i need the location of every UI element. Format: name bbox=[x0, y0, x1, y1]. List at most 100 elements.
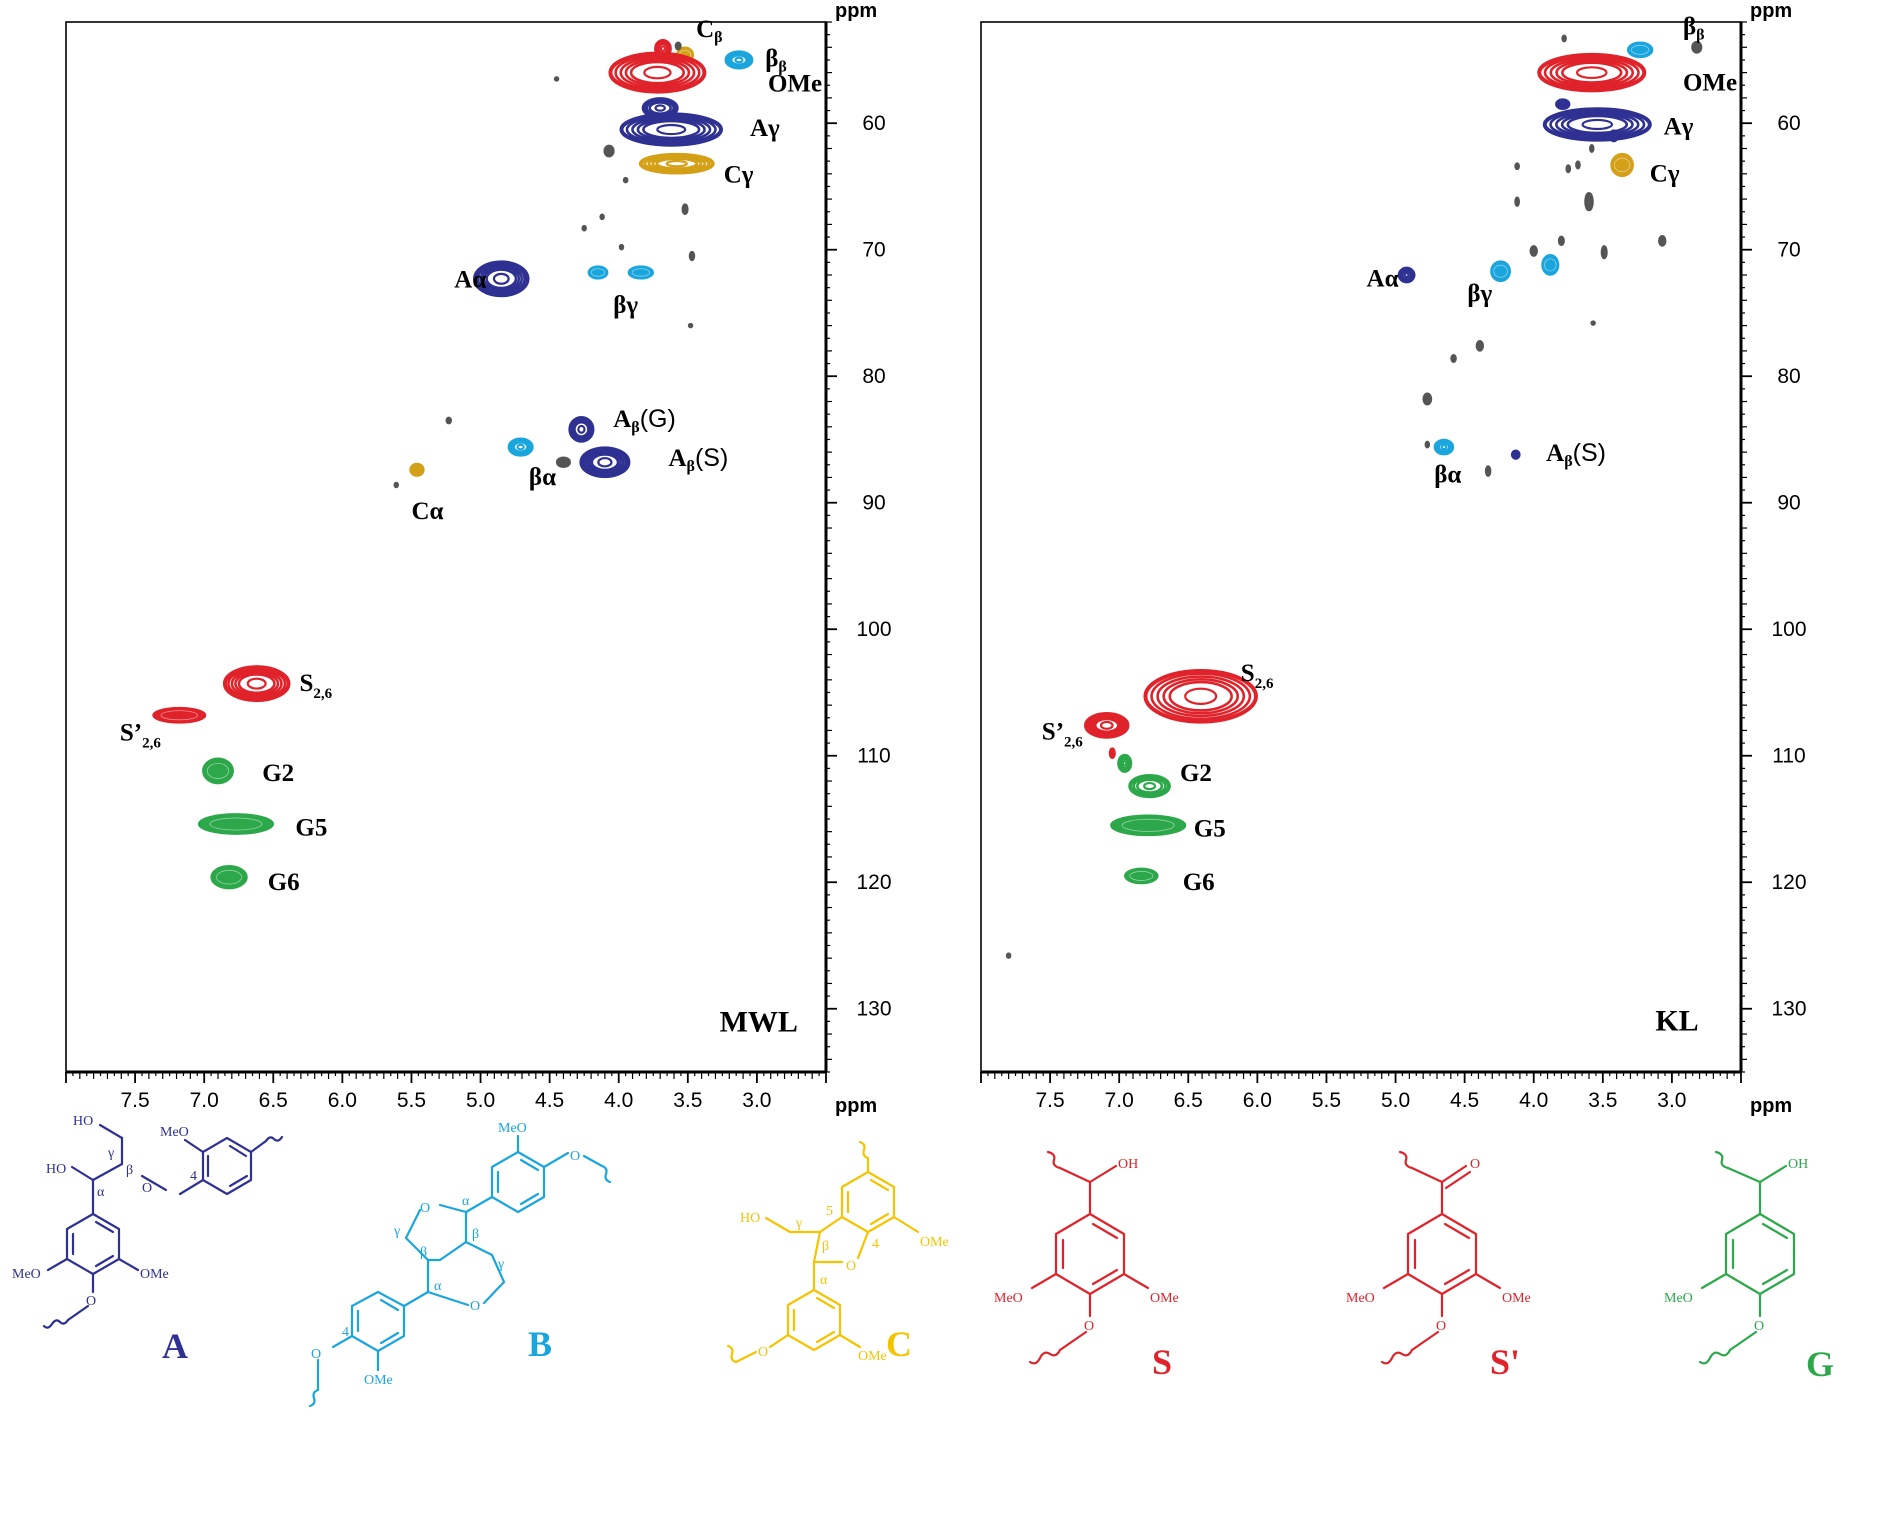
kl-peak-g bbox=[1117, 753, 1133, 773]
structure-a-lower-ring bbox=[65, 1212, 121, 1276]
structure-b-label: α bbox=[434, 1279, 442, 1294]
structure-g-bond bbox=[1728, 1330, 1758, 1352]
structure-c-bond bbox=[768, 1333, 790, 1349]
mwl-y-tick-label: 110 bbox=[857, 745, 890, 768]
structure-c-bond bbox=[812, 1230, 822, 1264]
mwl-peak-label: βγ bbox=[613, 292, 638, 319]
structure-b-label: 4 bbox=[342, 1325, 349, 1340]
structure-s-prime-bond bbox=[1443, 1222, 1471, 1240]
mwl-peak-label: G6 bbox=[268, 869, 300, 896]
structure-c-bond bbox=[838, 1333, 862, 1349]
structure-b-label: MeO bbox=[498, 1121, 527, 1136]
kl-x-tick-label: 4.0 bbox=[1519, 1089, 1548, 1112]
mwl-peak-other bbox=[555, 456, 571, 469]
structure-c-upper-ring bbox=[840, 1170, 896, 1234]
structure-b-label: β bbox=[420, 1245, 427, 1260]
kl-x-tick-label: 6.5 bbox=[1174, 1089, 1203, 1112]
structure-g-label: OH bbox=[1788, 1157, 1808, 1172]
structure-a: HO MeO γ β HO α O 4 MeO OMe O A bbox=[12, 1114, 284, 1366]
structure-s: OH MeO OMe O S bbox=[994, 1150, 1179, 1382]
mwl-peak-s bbox=[152, 706, 207, 724]
structure-c-label: OMe bbox=[858, 1349, 887, 1364]
mwl-peak-c bbox=[409, 462, 425, 477]
structure-c-bond bbox=[764, 1216, 792, 1234]
mwl-x-tick-label: 6.0 bbox=[328, 1089, 357, 1112]
kl-peak-c bbox=[1610, 152, 1634, 178]
structure-a-wavy-bond bbox=[42, 1318, 70, 1329]
structure-b-bond bbox=[542, 1151, 570, 1169]
structure-c-bond bbox=[856, 1230, 870, 1260]
structure-a-bond bbox=[117, 1257, 140, 1272]
mwl-peak-other bbox=[553, 76, 560, 82]
structure-s-prime-label: OMe bbox=[1502, 1291, 1531, 1306]
kl-peak-a bbox=[1510, 449, 1521, 460]
structure-s-bond bbox=[1091, 1222, 1119, 1240]
structure-b-bond bbox=[464, 1195, 494, 1214]
structure-c-label: 5 bbox=[826, 1204, 833, 1219]
structure-a-bond bbox=[98, 1123, 124, 1140]
kl-tick-labels: 7.5 7.0 6.5 6.0 5.5 5.0 4.5 4.0 3.5 3.0 60 70 80 90 10… bbox=[1035, 112, 1806, 1112]
mwl-peak-label: Aβ(S) bbox=[668, 444, 728, 475]
structure-s-bond bbox=[1091, 1268, 1119, 1286]
mwl-x-tick-label: 4.0 bbox=[604, 1089, 633, 1112]
structure-b-wavy-bond bbox=[308, 1388, 320, 1408]
structure-s-prime-bond bbox=[1410, 1330, 1440, 1352]
kl-peak-label: ββ bbox=[1683, 14, 1705, 44]
kl-peak-other bbox=[1658, 235, 1667, 247]
structure-a-label: HO bbox=[46, 1162, 66, 1177]
structure-b-label: γ bbox=[393, 1224, 400, 1239]
kl-peak-b bbox=[1626, 41, 1654, 59]
mwl-peak-label: βα bbox=[529, 464, 556, 491]
mwl-x-tick-label: 5.5 bbox=[397, 1089, 426, 1112]
kl-peak-other bbox=[1565, 164, 1572, 174]
structure-c-bond bbox=[815, 1296, 836, 1310]
structure-g-bond bbox=[1726, 1166, 1762, 1184]
structure-s-prime-wavy-bond bbox=[1380, 1348, 1414, 1365]
mwl-x-unit-label: ppm bbox=[835, 1095, 877, 1117]
structure-b-bond bbox=[379, 1298, 400, 1312]
structure-b-bond bbox=[482, 1280, 506, 1305]
kl-peak-other bbox=[1590, 320, 1596, 326]
kl-peak-other bbox=[1514, 162, 1520, 171]
structure-c-bond bbox=[892, 1215, 920, 1234]
kl-x-tick-label: 3.0 bbox=[1657, 1089, 1686, 1112]
kl-peak-label: βα bbox=[1434, 461, 1461, 488]
kl-peak-other bbox=[1005, 952, 1012, 959]
kl-peak-other bbox=[1575, 160, 1581, 170]
kl-peak-other bbox=[1424, 440, 1431, 449]
kl-y-tick-label: 90 bbox=[1777, 492, 1800, 515]
structure-s-prime-ring bbox=[1406, 1212, 1478, 1296]
structure-s-name: S bbox=[1152, 1342, 1172, 1382]
structure-s-label: MeO bbox=[994, 1291, 1023, 1306]
structure-b-bond bbox=[464, 1240, 494, 1257]
mwl-peak-label: OMe bbox=[768, 71, 822, 98]
structure-c-bond bbox=[734, 1350, 758, 1364]
structure-b-bond bbox=[379, 1331, 400, 1345]
kl-plot-frame bbox=[980, 21, 1742, 1073]
structure-b-wavy-bond bbox=[600, 1164, 612, 1184]
kl-x-tick-label: 6.0 bbox=[1243, 1089, 1272, 1112]
kl-y-unit-label: ppm bbox=[1750, 0, 1792, 22]
structure-b-bond bbox=[490, 1253, 506, 1284]
kl-peak-other bbox=[1514, 196, 1520, 207]
kl-y-tick-label: 70 bbox=[1777, 239, 1800, 262]
mwl-peak-g bbox=[202, 757, 234, 785]
mwl-peak-ome bbox=[608, 51, 707, 94]
kl-peak-other bbox=[1475, 340, 1485, 352]
structure-a-label: α bbox=[97, 1185, 105, 1200]
kl-x-tick-label: 5.0 bbox=[1381, 1089, 1410, 1112]
kl-peak-a bbox=[1397, 266, 1416, 284]
mwl-peak-label: Aα bbox=[454, 267, 486, 294]
kl-peak-other bbox=[1561, 34, 1567, 43]
structure-a-bond bbox=[91, 1162, 124, 1182]
kl-y-tick-label: 100 bbox=[1771, 618, 1806, 641]
structure-b-upper-ring bbox=[490, 1150, 546, 1214]
kl-peak-label: S’2,6 bbox=[1042, 718, 1083, 750]
mwl-peak-other bbox=[687, 322, 694, 329]
kl-panel-title: KL bbox=[1655, 1004, 1698, 1037]
structure-a-name: A bbox=[162, 1326, 188, 1366]
mwl-y-unit-label: ppm bbox=[835, 0, 877, 22]
kl-peak-other bbox=[1422, 392, 1433, 406]
kl-y-tick-label: 80 bbox=[1777, 365, 1800, 388]
